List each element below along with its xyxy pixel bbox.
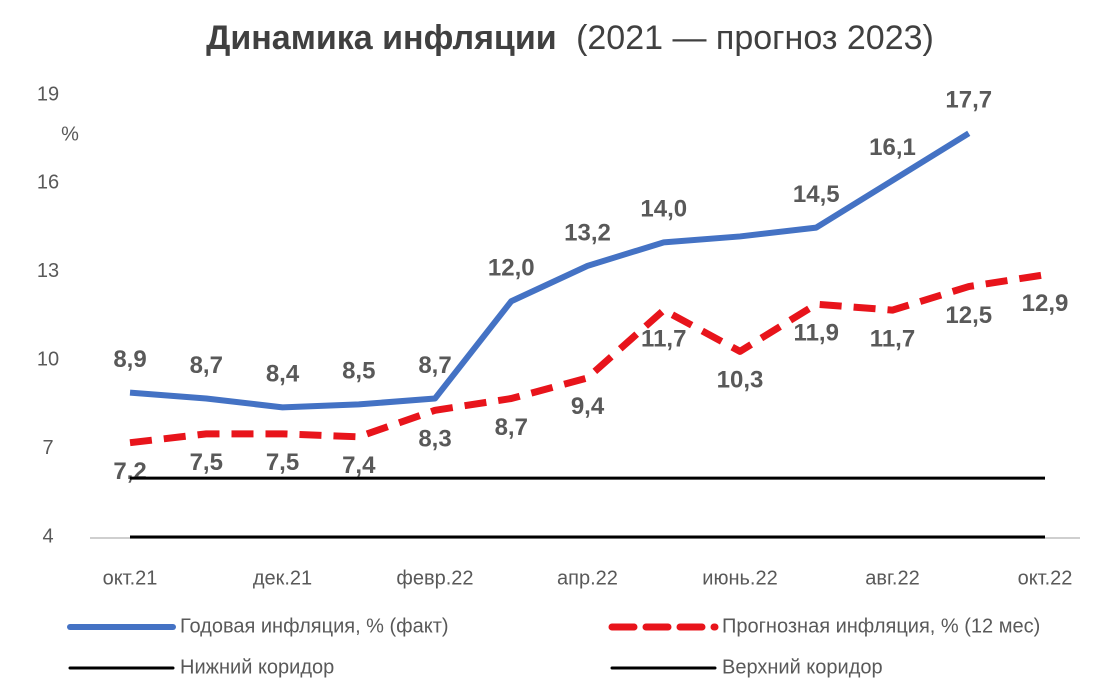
data-label: 7,4 — [342, 452, 376, 479]
data-label: 8,7 — [190, 352, 223, 379]
x-tick-label: июнь.22 — [702, 567, 777, 589]
data-label: 12,5 — [945, 302, 992, 329]
data-label: 14,0 — [640, 196, 687, 223]
chart-title: Динамика инфляции — [206, 19, 556, 57]
chart-subtitle: (2021 — прогноз 2023) — [576, 19, 934, 57]
y-tick-label: 19 — [37, 83, 59, 105]
y-tick-label: 4 — [42, 525, 53, 547]
data-label: 8,9 — [113, 346, 146, 373]
data-label: 10,3 — [717, 367, 764, 394]
y-tick-label: 16 — [37, 172, 59, 194]
data-label: 14,5 — [793, 181, 840, 208]
data-label: 7,5 — [190, 449, 223, 476]
data-label: 8,7 — [418, 352, 451, 379]
data-label: 11,7 — [870, 325, 915, 352]
x-tick-label: февр.22 — [396, 567, 473, 589]
data-label: 8,5 — [342, 358, 375, 385]
legend-label: Прогнозная инфляция, % (12 мес) — [722, 615, 1040, 637]
legend-label: Нижний коридор — [180, 656, 334, 678]
data-label: 16,1 — [869, 134, 916, 161]
data-label: 9,4 — [571, 393, 605, 420]
x-tick-label: дек.21 — [253, 567, 312, 589]
data-label: 12,0 — [488, 255, 535, 282]
x-tick-label: окт.21 — [103, 567, 158, 589]
data-label: 7,5 — [266, 449, 299, 476]
series-line — [129, 271, 1046, 447]
data-label: 11,9 — [794, 320, 839, 347]
legend-label: Верхний коридор — [722, 656, 883, 678]
x-tick-label: авг.22 — [865, 567, 919, 589]
data-label: 12,9 — [1022, 290, 1069, 317]
y-axis-label: % — [61, 123, 79, 145]
data-label: 7,2 — [113, 458, 146, 485]
y-tick-label: 10 — [37, 348, 59, 370]
y-tick-label: 7 — [42, 437, 53, 459]
data-label: 8,3 — [418, 426, 451, 453]
data-label: 13,2 — [564, 219, 611, 246]
data-label: 8,4 — [266, 361, 300, 388]
series-line — [129, 130, 971, 411]
title: Динамика инфляции (2021 — прогноз 2023) — [206, 19, 934, 57]
legend-label: Годовая инфляция, % (факт) — [180, 615, 449, 637]
y-tick-label: 13 — [37, 260, 59, 282]
data-label: 17,7 — [945, 87, 992, 114]
x-tick-label: окт.22 — [1018, 567, 1073, 589]
data-label: 8,7 — [495, 414, 528, 441]
data-label: 11,7 — [641, 325, 686, 352]
x-tick-label: апр.22 — [557, 567, 618, 589]
